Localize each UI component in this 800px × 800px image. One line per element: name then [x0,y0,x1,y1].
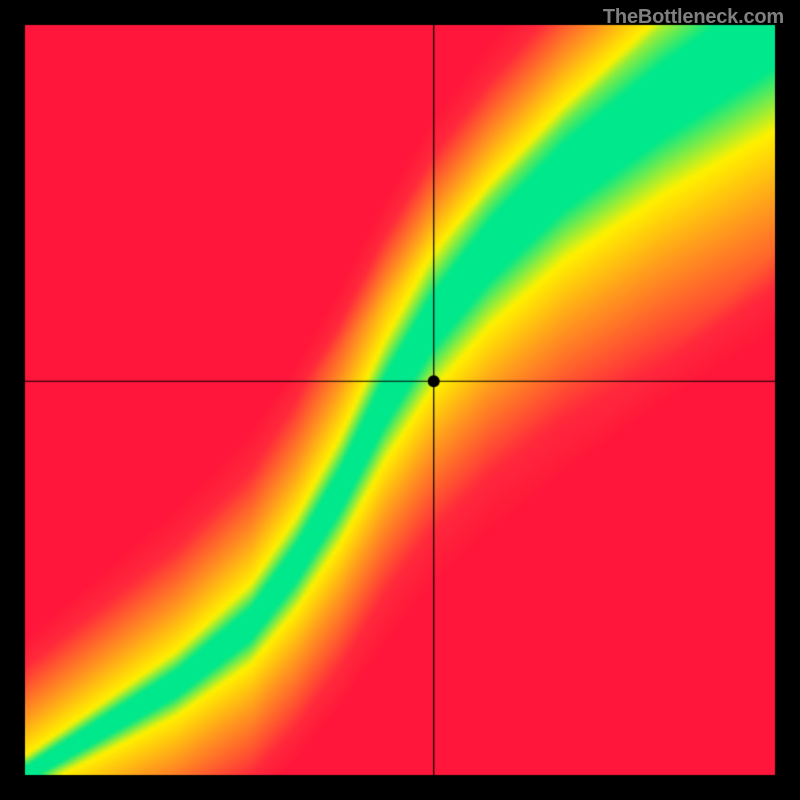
bottleneck-heatmap [0,0,800,800]
attribution-label: TheBottleneck.com [603,6,784,29]
